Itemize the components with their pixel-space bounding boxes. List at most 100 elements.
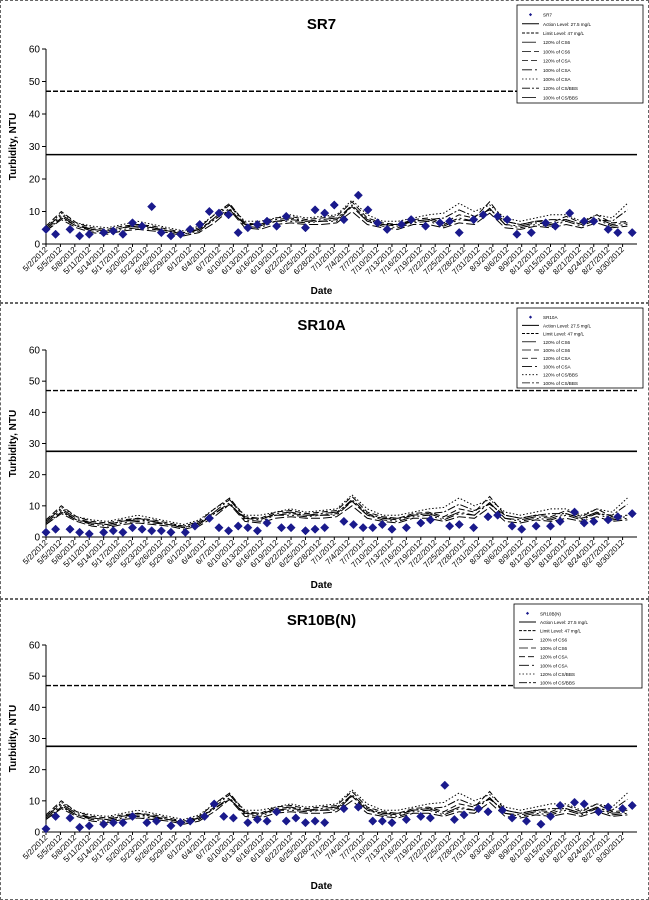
data-point [156, 526, 166, 536]
data-point [156, 228, 166, 238]
data-point [507, 521, 517, 531]
data-point [51, 811, 61, 821]
legend-label: 100% of CS6 [540, 646, 568, 651]
data-point [541, 218, 551, 228]
data-point [310, 205, 320, 215]
y-axis-label: Turbidity, NTU [8, 113, 19, 180]
data-point [329, 200, 339, 210]
legend-label: 120% of CS/BBS [543, 373, 578, 378]
data-point [497, 805, 508, 815]
series-line [45, 495, 628, 527]
data-point [483, 512, 493, 522]
data-point [339, 804, 349, 814]
data-point [195, 219, 205, 230]
data-point [99, 819, 109, 829]
data-point [137, 524, 147, 534]
y-tick-label: 0 [34, 240, 40, 251]
data-point [41, 824, 51, 834]
legend-label: 120% of CS/BBS [540, 672, 575, 677]
data-point [127, 218, 138, 228]
series-line [45, 201, 628, 234]
data-point [65, 813, 75, 823]
data-point [209, 799, 219, 809]
y-tick-label: 60 [29, 45, 41, 56]
legend-label: 100% of CS6 [543, 49, 571, 54]
data-point [445, 216, 455, 226]
data-point [108, 818, 118, 828]
series-line [45, 503, 628, 530]
data-point [233, 521, 243, 531]
data-point [618, 804, 628, 814]
data-point [214, 208, 224, 218]
chart-panel-sr7: SR7 0 10 20 30 40 50 60 Turbidity, NTU 5/2/2012 5/… [0, 0, 649, 303]
data-point [310, 524, 320, 534]
legend: SR10B(N) Action Level: 27.5 mg/L Limit Lev… [513, 603, 643, 689]
data-point [320, 523, 330, 533]
data-point [310, 816, 320, 826]
data-point [224, 210, 234, 220]
legend-label: 120% of CSA [543, 356, 572, 361]
legend-label: Limit Level: 47 mg/L [540, 629, 582, 634]
y-tick-label: 10 [29, 796, 41, 807]
legend-label: 120% of CS6 [543, 40, 571, 45]
y-tick-label: 60 [29, 641, 41, 652]
legend-marker [528, 13, 533, 17]
data-point [526, 228, 536, 238]
data-point [594, 807, 604, 817]
legend-label: 100% of CSA [543, 364, 572, 369]
data-point [493, 510, 503, 520]
data-point [579, 216, 589, 226]
series-line [45, 498, 628, 527]
legend-label: Limit Level: 47 mg/L [543, 31, 585, 36]
data-point [272, 221, 282, 231]
data-point [281, 816, 291, 826]
data-point [243, 818, 253, 828]
data-point [507, 813, 517, 823]
data-point [435, 218, 445, 228]
data-point [493, 211, 503, 221]
legend-box [516, 4, 644, 104]
x-axis-label: Date [311, 580, 333, 591]
legend-label: SR7 [543, 13, 552, 18]
series-line [45, 795, 628, 824]
series-line [45, 498, 628, 529]
data-point [51, 524, 61, 534]
series-line [45, 798, 628, 825]
data-point [469, 523, 479, 533]
data-point [579, 799, 589, 809]
legend-label: SR10B(N) [540, 611, 561, 616]
data-point [406, 215, 416, 225]
data-point [252, 814, 262, 825]
data-point [300, 818, 311, 828]
data-point [75, 822, 85, 832]
data-point [377, 816, 387, 826]
data-point [550, 221, 560, 231]
data-point [517, 524, 527, 534]
data-point [613, 512, 623, 522]
data-point [65, 224, 75, 234]
data-point [603, 224, 613, 234]
data-point [521, 816, 532, 826]
data-point [108, 226, 118, 236]
data-point [84, 529, 94, 539]
y-tick-label: 60 [29, 346, 41, 357]
chart-panel-sr10b-n: SR10B(N) 0 10 20 30 40 50 60 Turbidity, NTU 5/2/2… [0, 599, 649, 900]
legend-label: 120% of CS/BBS [543, 86, 578, 91]
data-point [555, 800, 565, 811]
data-point [204, 513, 214, 523]
data-point [387, 818, 397, 828]
legend-label: 120% of CS6 [543, 340, 571, 345]
legend-label: SR10A [543, 315, 558, 320]
legend-label: Limit Level: 47 mg/L [543, 332, 585, 337]
legend-label: Action Level: 27.5 mg/L [543, 22, 591, 27]
legend-label: 100% of CS/BBS [540, 681, 575, 686]
data-point [252, 219, 262, 230]
data-point [185, 816, 195, 826]
data-point [569, 507, 580, 517]
data-point [416, 518, 426, 528]
data-point [99, 527, 109, 537]
data-point [214, 523, 224, 533]
data-point [118, 818, 128, 828]
